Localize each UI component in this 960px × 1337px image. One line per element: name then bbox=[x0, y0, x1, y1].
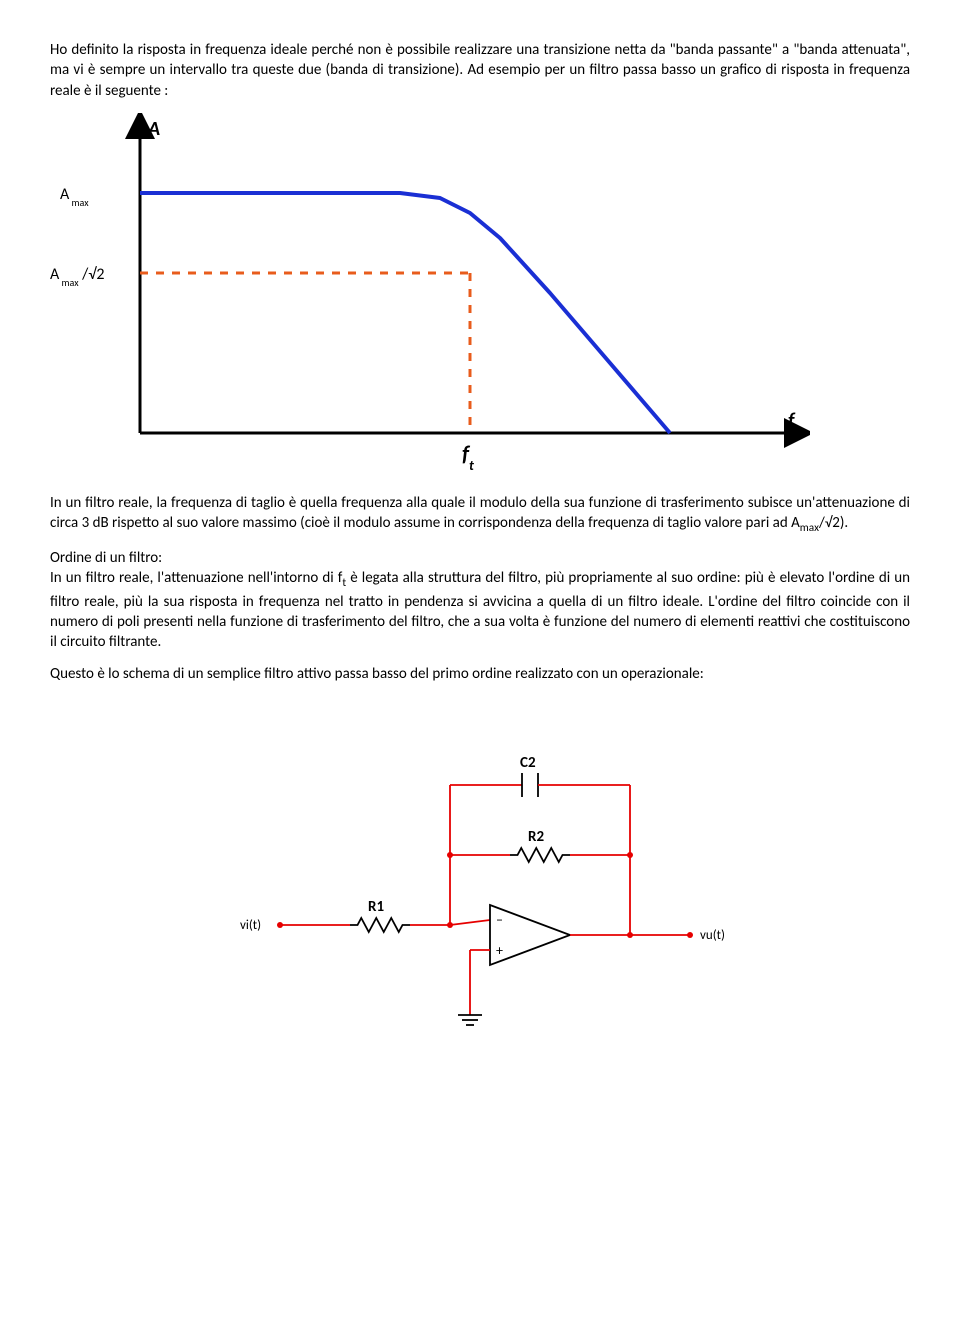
paragraph-order: Ordine di un filtro: In un filtro reale,… bbox=[50, 548, 910, 652]
svg-text:A: A bbox=[147, 117, 160, 141]
svg-text:vi(t): vi(t) bbox=[240, 918, 261, 933]
paragraph-intro: Ho definito la risposta in frequenza ide… bbox=[50, 40, 910, 101]
svg-text:+: + bbox=[496, 942, 503, 959]
svg-text:R2: R2 bbox=[528, 828, 544, 846]
svg-text:vu(t): vu(t) bbox=[700, 928, 725, 943]
svg-text:f: f bbox=[788, 409, 796, 433]
svg-text:–: – bbox=[496, 911, 503, 928]
svg-text:R1: R1 bbox=[368, 898, 384, 916]
svg-text:A max: A max bbox=[60, 185, 89, 209]
paragraph-cutoff: In un filtro reale, la frequenza di tagl… bbox=[50, 493, 910, 536]
paragraph-schematic-intro: Questo è lo schema di un semplice filtro… bbox=[50, 664, 910, 684]
lowpass-filter-circuit: – + C2 R2 R1 vi(t) vu(t) bbox=[220, 715, 740, 1035]
frequency-response-graph: A A max A max /√2 ft f bbox=[50, 113, 910, 473]
svg-text:C2: C2 bbox=[520, 754, 536, 772]
svg-text:A max /√2: A max /√2 bbox=[50, 265, 104, 289]
svg-text:ft: ft bbox=[462, 440, 474, 473]
